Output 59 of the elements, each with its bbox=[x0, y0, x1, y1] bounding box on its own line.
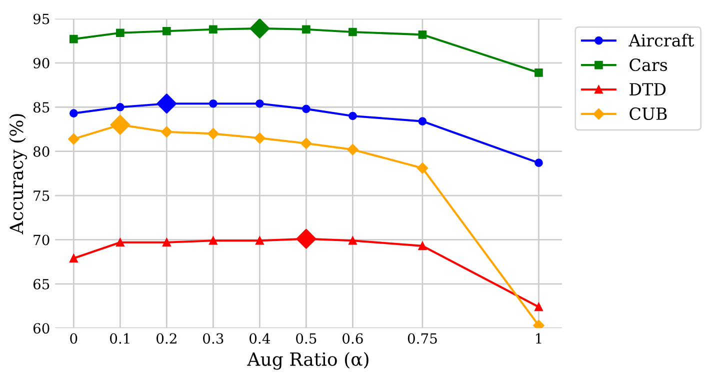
point bbox=[302, 25, 310, 34]
point bbox=[70, 109, 78, 118]
point bbox=[418, 242, 427, 250]
point bbox=[296, 228, 316, 249]
y-tick-label: 85 bbox=[33, 102, 50, 113]
point bbox=[110, 114, 130, 135]
point bbox=[256, 236, 264, 245]
point bbox=[418, 117, 427, 126]
point bbox=[68, 133, 80, 145]
point bbox=[348, 236, 357, 245]
point bbox=[256, 99, 264, 108]
point bbox=[70, 34, 78, 44]
point bbox=[348, 28, 357, 36]
point bbox=[116, 28, 124, 38]
point bbox=[416, 162, 428, 174]
x-tick-label: 0.6 bbox=[342, 333, 363, 344]
y-tick-label: 60 bbox=[33, 323, 50, 334]
y-tick-label: 65 bbox=[33, 278, 50, 290]
x-tick-label: 0.5 bbox=[296, 333, 316, 344]
y-tick-label: 90 bbox=[33, 58, 50, 68]
point bbox=[209, 25, 218, 34]
y-tick-label: 95 bbox=[33, 14, 50, 24]
point bbox=[418, 30, 427, 39]
y-tick-label: 70 bbox=[34, 234, 50, 246]
point bbox=[70, 254, 78, 262]
point bbox=[208, 128, 219, 140]
legend-label: DTD bbox=[630, 83, 666, 96]
x-tick-label: 0.75 bbox=[408, 333, 437, 344]
legend-label: Cars bbox=[630, 58, 668, 72]
point bbox=[533, 320, 544, 328]
point bbox=[348, 112, 357, 120]
point bbox=[209, 99, 218, 108]
point bbox=[162, 26, 171, 36]
x-tick-label: 0.2 bbox=[156, 333, 176, 344]
point bbox=[116, 102, 124, 112]
x-tick-label: 0 bbox=[70, 333, 78, 344]
legend-label: Aircraft bbox=[628, 34, 694, 47]
point bbox=[534, 68, 543, 77]
point bbox=[209, 236, 218, 245]
point bbox=[116, 238, 124, 247]
point bbox=[161, 126, 172, 138]
point bbox=[534, 158, 543, 167]
point bbox=[162, 238, 171, 247]
x-tick-label: 0.3 bbox=[203, 333, 224, 344]
point bbox=[302, 104, 310, 114]
point bbox=[347, 144, 358, 156]
point bbox=[534, 302, 543, 312]
x-tick-label: 1 bbox=[536, 333, 542, 344]
x-tick-label: 0.4 bbox=[250, 333, 270, 344]
point bbox=[156, 94, 177, 114]
legend-label: CUB bbox=[630, 107, 667, 120]
x-axis-title: Aug Ratio (α) bbox=[247, 352, 368, 370]
point bbox=[254, 132, 266, 144]
point bbox=[250, 18, 270, 38]
x-tick-label: 0.1 bbox=[110, 333, 130, 344]
y-axis-title: Accuracy (%) bbox=[9, 114, 27, 234]
point bbox=[300, 138, 312, 149]
y-tick-label: 80 bbox=[33, 146, 50, 157]
y-tick-label: 75 bbox=[34, 190, 50, 202]
